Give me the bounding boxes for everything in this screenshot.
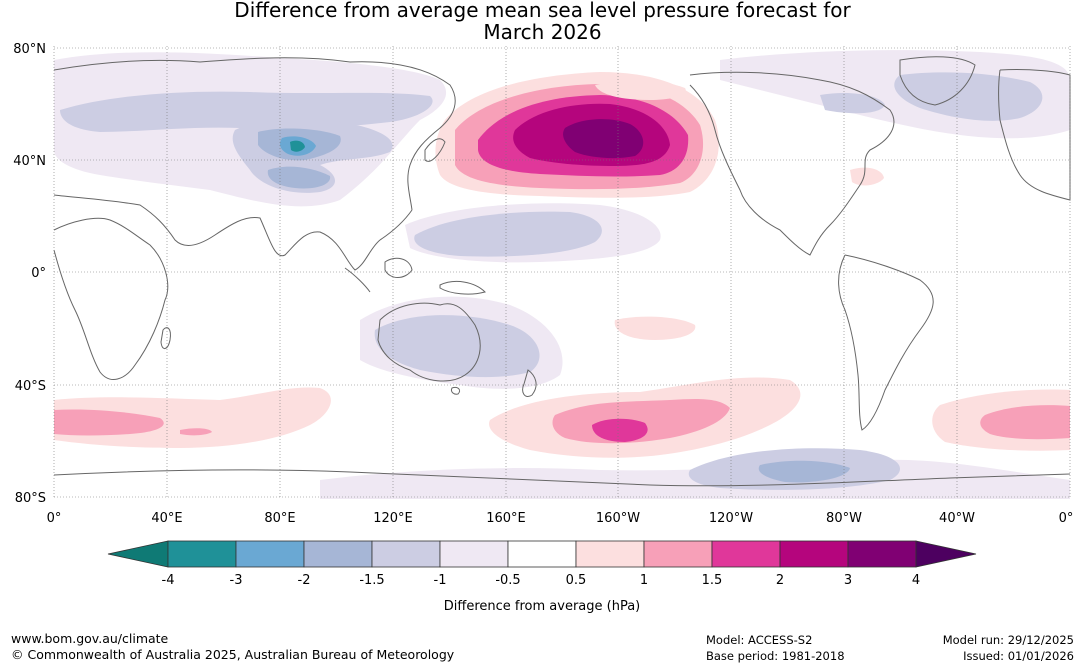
coast-antarctica [53,469,1071,487]
pos-anomaly-np-3 [563,119,644,159]
pos-anomaly-so-pacific-2 [592,418,648,442]
colorbar-segment [575,540,645,568]
colorbar-segment [847,540,917,568]
graticule [53,46,1071,499]
colorbar-segment [303,540,373,568]
lon-label: 40°E [151,511,182,526]
footer-model: Model: ACCESS-S2 [706,633,813,647]
lat-label: 40°N [13,154,46,169]
colorbar-segment [711,540,781,568]
chart-title-line-2: March 2026 [483,20,602,44]
neg-anomaly-arctic [894,72,1043,121]
colorbar-segment [235,540,305,568]
lon-label: 160°W [596,511,640,526]
pos-anomaly-so-west-2 [180,428,212,436]
colorbar-tick-label: -1.5 [359,573,384,588]
footer-copyright: © Commonwealth of Australia 2025, Austra… [11,647,455,662]
colorbar-tick-label: 0.5 [566,573,587,588]
footer-url[interactable]: www.bom.gov.au/climate [11,631,169,646]
colorbar-extend-high [915,540,977,568]
pos-anomaly-so-atlantic-1 [980,405,1070,440]
colorbar-tick-labels: -4 -3 -2 -1.5 -1 -0.5 0.5 1 1.5 2 3 4 [162,573,921,588]
colorbar-tick-label: 3 [844,573,852,588]
coast-africa [53,217,169,380]
neg-anomaly-north-atlantic [820,93,885,114]
lon-label: 80°W [826,511,862,526]
chart-title-line-1: Difference from average mean sea level p… [234,0,851,22]
coast-japan [424,138,446,162]
colorbar-tick-label: -3 [230,573,243,588]
colorbar-tick-label: -0.5 [495,573,520,588]
coast-greenland [899,56,976,106]
lon-label: 80°E [264,511,295,526]
coast-europe [998,68,1071,201]
colorbar-tick-label: 1.5 [702,573,723,588]
coast-new-zealand [522,369,537,398]
colorbar-tick-label: 4 [912,573,920,588]
colorbar-extend-low [107,540,169,568]
pos-anomaly-hudson [850,167,884,186]
colorbar [107,540,977,568]
footer-model-run: Model run: 29/12/2025 [942,633,1074,647]
lon-label: 0° [47,511,62,526]
colorbar-segment [439,540,509,568]
colorbar-tick-label: 1 [640,573,648,588]
colorbar-tick-label: -1 [434,573,447,588]
lat-label: 40°S [15,379,46,394]
colorbar-segment [167,540,237,568]
footer-issued: Issued: 01/01/2026 [963,649,1074,663]
colorbar-tick-label: -4 [162,573,175,588]
longitude-labels: 0° 40°E 80°E 120°E 160°E 160°W 120°W 80°… [47,511,1074,526]
neg-anomaly-south-pacific-core [758,460,850,483]
coast-sumatra [344,267,371,293]
lat-label: 0° [31,266,46,281]
coastlines [53,56,1071,487]
lon-label: 160°E [486,511,526,526]
colorbar-segment [779,540,849,568]
coast-tasmania [451,387,461,395]
colorbar-segment [643,540,713,568]
colorbar-tick-label: 2 [776,573,784,588]
lat-label: 80°N [13,42,46,57]
neg-anomaly-eurasia [60,91,433,132]
coast-australia [377,302,481,382]
lon-label: 120°E [373,511,413,526]
pos-anomaly-so-west-1 [54,409,164,436]
neg-anomaly-centre-4 [290,140,305,152]
lat-label: 80°S [15,491,46,506]
coast-new-guinea [439,281,486,295]
latitude-labels: 80°N 40°N 0° 40°S 80°S [13,42,46,506]
lon-label: 0° [1059,511,1074,526]
colorbar-segment [371,540,441,568]
coast-borneo [384,257,413,278]
footer-base-period: Base period: 1981-2018 [706,649,845,663]
neg-anomaly-australia [374,315,540,378]
pos-anomaly-south-pacific-mid [614,316,696,340]
colorbar-segment [507,540,577,568]
lon-label: 120°W [709,511,753,526]
colorbar-tick-label: -2 [298,573,311,588]
coast-south-america [838,254,934,431]
pos-anomaly-alaska [595,80,686,100]
coast-eurasia-north [53,57,456,211]
coast-madagascar [160,327,171,349]
neg-anomaly-pacific-tropical [414,211,602,257]
anomaly-fields [54,50,1070,499]
lon-label: 40°W [939,511,975,526]
coast-eurasia-south [53,194,413,271]
colorbar-label: Difference from average (hPa) [444,599,641,614]
neg-anomaly-centre-2 [267,166,331,189]
